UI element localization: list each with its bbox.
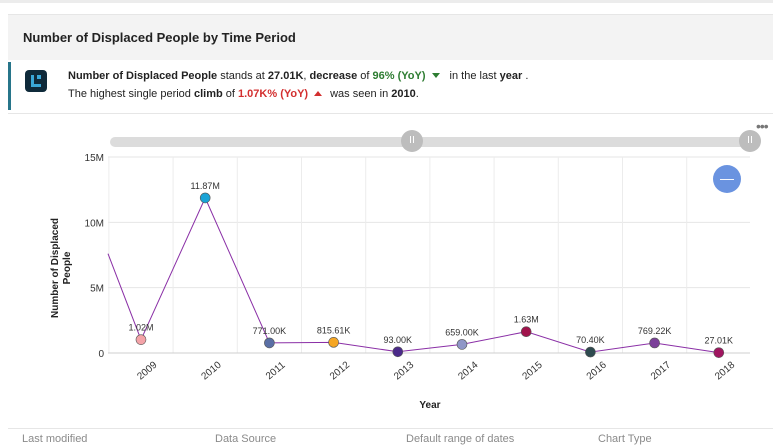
insight-accent-bar	[8, 62, 11, 110]
y-tick-label: 5M	[90, 284, 104, 295]
data-point	[585, 346, 596, 358]
insight-text-part: stands at	[217, 70, 268, 82]
insight-metric: Number of Displaced People	[68, 70, 218, 82]
data-point	[392, 346, 404, 358]
insight-period: year	[499, 70, 523, 82]
x-tick-label: 2018	[713, 359, 737, 382]
insight-text-part: was seen in	[330, 88, 392, 100]
insight-climb-label: climb	[193, 88, 223, 100]
increase-arrow-icon	[314, 91, 323, 97]
data-point	[713, 347, 725, 358]
y-axis-title: Number of DisplacedPeople	[50, 218, 73, 318]
x-tick-label: 2009	[135, 359, 159, 382]
insight-text-part: .	[415, 88, 419, 100]
data-label: 93.00K	[384, 335, 413, 345]
y-tick-label: 10M	[85, 218, 104, 229]
x-tick-label: 2014	[456, 359, 480, 382]
insight-year: 2010	[391, 88, 416, 100]
data-point	[520, 326, 532, 338]
range-slider-handle-left[interactable]: II	[401, 130, 423, 152]
data-point	[264, 337, 275, 349]
insight-text-part: ,	[303, 70, 310, 82]
insight-change-increase: 1.07K% (YoY)	[238, 88, 309, 100]
footer-date-range-label: Default range of dates	[406, 433, 515, 445]
y-axis-title-line: People	[62, 251, 73, 284]
insight-text-part: .	[522, 70, 529, 82]
data-label: 11.87M	[191, 181, 220, 191]
footer-chart-type-label: Chart Type	[598, 433, 652, 445]
insight-text-part: The highest single period	[68, 88, 194, 100]
y-tick-label: 15M	[85, 153, 104, 164]
footer-last-modified-label: Last modified	[22, 433, 88, 445]
y-tick-label: 0	[98, 349, 104, 360]
x-tick-label: 2016	[585, 359, 609, 382]
data-label: 659.00K	[445, 327, 479, 337]
series-line	[107, 196, 719, 354]
insight-text-part: of	[222, 88, 238, 100]
data-label: 769.22K	[638, 326, 672, 336]
panel-header: Number of Displaced People by Time Perio…	[8, 14, 773, 62]
data-point	[135, 334, 147, 345]
data-label: 815.61K	[317, 325, 351, 335]
x-tick-label: 2013	[392, 359, 416, 382]
data-label: 70.40K	[576, 335, 605, 345]
range-slider-handle-right[interactable]: II	[739, 130, 761, 152]
data-point	[199, 192, 211, 204]
insight-direction: decrease	[309, 70, 358, 82]
x-axis-title: Year	[419, 400, 440, 411]
footer-divider	[8, 428, 773, 429]
data-label: 1.63M	[514, 315, 539, 325]
x-tick-label: 2010	[200, 359, 224, 382]
range-slider-track[interactable]	[110, 137, 750, 147]
insight-logo-icon	[25, 70, 47, 92]
x-tick-label: 2012	[328, 359, 352, 382]
insight-change-decrease: 96% (YoY)	[372, 70, 426, 82]
insight-text-part: in the last	[449, 70, 500, 82]
top-divider	[0, 0, 773, 3]
data-label: 1.02M	[128, 323, 153, 333]
insight-box: Number of Displaced People stands at 27.…	[8, 60, 773, 114]
insight-line-2: The highest single period climb of 1.07K…	[68, 88, 419, 100]
decrease-arrow-icon	[431, 73, 440, 79]
data-point	[456, 339, 468, 350]
more-options-icon[interactable]: •••	[756, 118, 769, 134]
x-tick-label: 2011	[264, 360, 288, 383]
x-tick-label: 2017	[649, 359, 673, 382]
footer-data-source-label: Data Source	[215, 433, 277, 445]
data-point	[649, 337, 660, 349]
insight-value: 27.01K	[267, 70, 304, 82]
data-label: 771.00K	[253, 326, 287, 336]
zoom-out-button[interactable]: —	[713, 165, 741, 193]
insight-text-part: of	[357, 70, 373, 82]
x-tick-label: 2015	[521, 359, 545, 382]
panel-title: Number of Displaced People by Time Perio…	[23, 30, 296, 45]
data-label: 27.01K	[705, 336, 734, 346]
insight-line-1: Number of Displaced People stands at 27.…	[68, 70, 528, 82]
data-point	[328, 337, 339, 348]
y-axis-title-line: Number of Displaced	[50, 218, 61, 318]
